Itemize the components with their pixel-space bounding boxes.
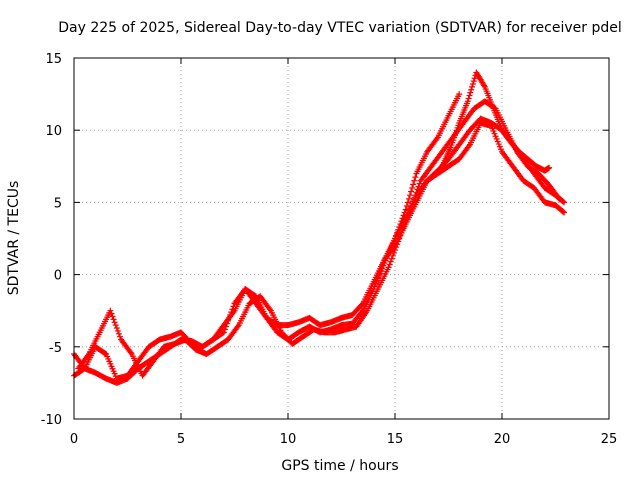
y-tick-label: 5 xyxy=(54,196,62,211)
data-point xyxy=(220,329,227,336)
data-series xyxy=(71,119,568,386)
grid-lines xyxy=(74,58,609,419)
data-point xyxy=(471,75,478,82)
data-point xyxy=(378,265,385,272)
data-point xyxy=(371,283,378,290)
data-point xyxy=(387,258,394,265)
data-point xyxy=(469,83,476,90)
data-point xyxy=(412,174,419,181)
plot-frame xyxy=(73,57,610,420)
data-point xyxy=(389,252,396,259)
data-point xyxy=(373,277,380,284)
data-point xyxy=(379,262,386,269)
data-point xyxy=(110,316,117,323)
data-point xyxy=(467,89,474,96)
data-point xyxy=(102,350,109,357)
data-point xyxy=(469,80,476,87)
y-tick-label: -10 xyxy=(41,413,62,428)
data-point xyxy=(560,198,567,205)
data-series xyxy=(71,91,463,382)
x-tick-label: 10 xyxy=(280,432,297,447)
data-point xyxy=(470,78,477,85)
data-point xyxy=(411,177,418,184)
data-point xyxy=(370,286,377,293)
x-tick-label: 15 xyxy=(387,432,404,447)
x-tick-label: 20 xyxy=(494,432,511,447)
data-series xyxy=(75,98,563,379)
axis-ticks: 0 5 10 15 20 25 -10 -5 0 5 10 15 xyxy=(41,52,618,447)
x-axis-label: GPS time / hours xyxy=(281,458,398,474)
data-point xyxy=(385,264,392,271)
y-axis-label: SDTVAR / TECUs xyxy=(6,181,22,296)
data-point xyxy=(111,319,118,326)
data-point xyxy=(405,195,412,202)
data-point xyxy=(468,86,475,93)
data-point xyxy=(117,333,124,340)
data-point xyxy=(388,255,395,262)
data-series xyxy=(359,115,568,314)
data-point xyxy=(115,330,122,337)
y-tick-label: 0 xyxy=(54,269,62,284)
x-tick-label: 5 xyxy=(177,432,185,447)
data-point xyxy=(465,95,472,102)
data-point xyxy=(546,164,553,171)
data-point xyxy=(386,261,393,268)
y-tick-label: 10 xyxy=(45,124,62,139)
data-point xyxy=(219,330,226,337)
data-point xyxy=(406,192,413,199)
data-point xyxy=(380,260,387,267)
data-point xyxy=(107,307,114,314)
data-point xyxy=(408,188,415,195)
data-point xyxy=(114,327,121,334)
data-point xyxy=(375,271,382,278)
data-point xyxy=(112,322,119,329)
data-points xyxy=(71,69,568,386)
y-tick-label: 15 xyxy=(45,52,62,67)
data-point xyxy=(410,181,417,188)
data-point xyxy=(561,209,568,216)
data-point xyxy=(374,274,381,281)
data-point xyxy=(464,98,471,105)
x-tick-label: 0 xyxy=(70,432,78,447)
data-point xyxy=(404,199,411,206)
data-point xyxy=(358,309,365,315)
data-point xyxy=(113,325,120,332)
data-series xyxy=(439,69,553,174)
data-point xyxy=(109,313,116,320)
data-point xyxy=(108,310,115,317)
data-point xyxy=(560,208,567,215)
data-point xyxy=(561,199,568,206)
data-point xyxy=(372,280,379,287)
x-tick-label: 25 xyxy=(601,432,618,447)
data-point xyxy=(456,91,463,98)
y-tick-label: -5 xyxy=(49,341,62,356)
data-point xyxy=(466,92,473,99)
chart-title: Day 225 of 2025, Sidereal Day-to-day VTE… xyxy=(58,20,622,36)
data-point xyxy=(409,184,416,191)
data-point xyxy=(377,268,384,275)
data-point xyxy=(416,180,423,187)
